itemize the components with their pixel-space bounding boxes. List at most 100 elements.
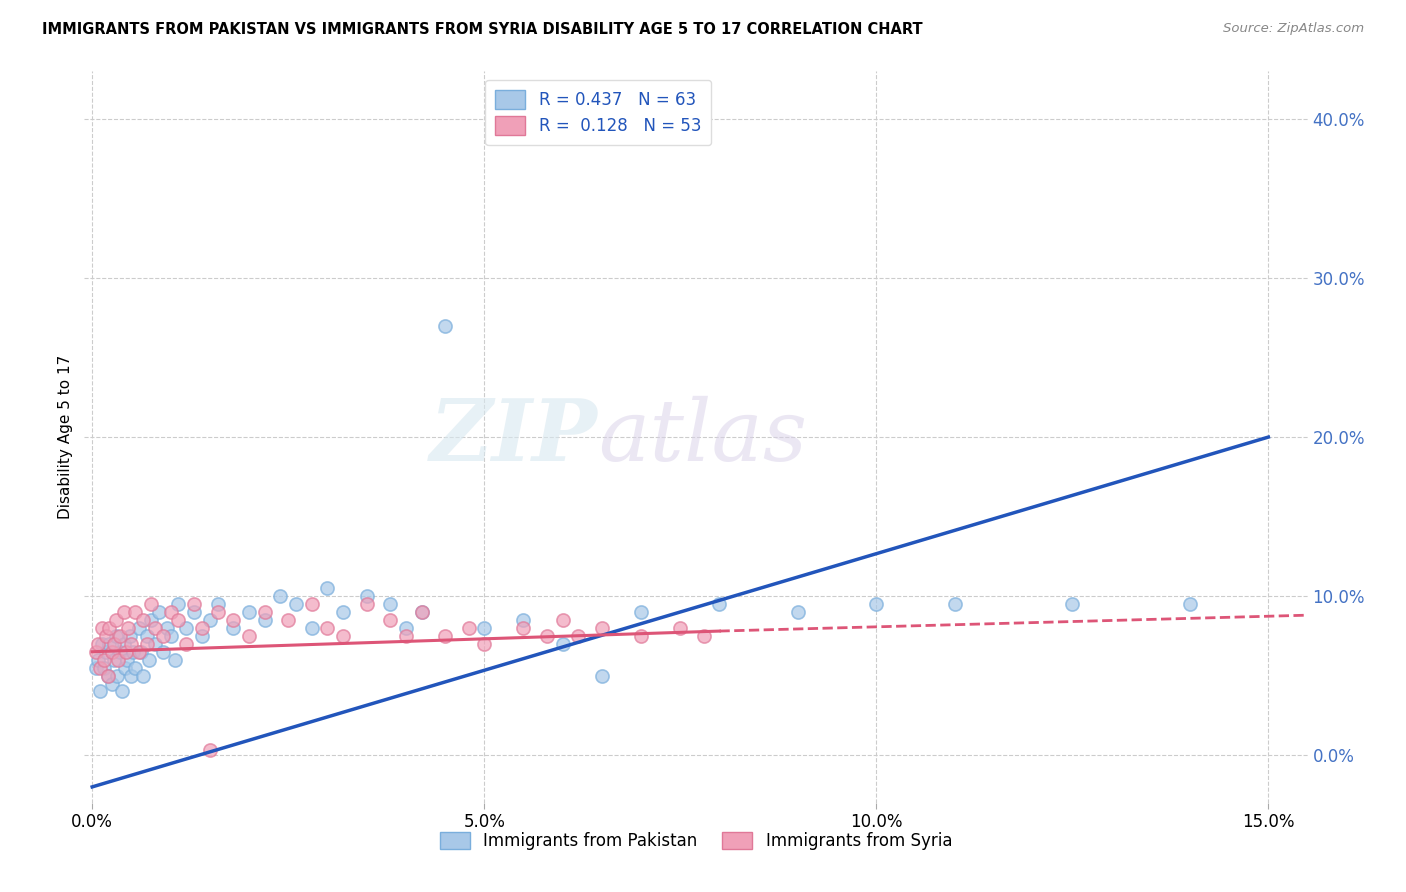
Point (97, 668, 120, 682)
Point (114, 660, 136, 674)
Point (591, 668, 613, 682)
Point (90, 637, 112, 651)
Point (118, 629, 141, 643)
Point (630, 605, 652, 619)
Point (159, 629, 181, 643)
Point (87, 653, 110, 667)
Point (90, 621, 112, 635)
Point (89, 660, 111, 674)
Point (222, 613, 245, 627)
Point (207, 597, 229, 611)
Point (222, 621, 245, 635)
Point (115, 645, 138, 659)
Point (301, 621, 323, 635)
Point (380, 613, 402, 627)
Point (434, 629, 457, 643)
Point (84, 645, 107, 659)
Point (332, 629, 354, 643)
Point (332, 605, 354, 619)
Point (159, 605, 181, 619)
Point (253, 605, 276, 619)
Point (277, 613, 299, 627)
Point (238, 605, 260, 619)
Point (136, 629, 159, 643)
Point (536, 629, 558, 643)
Point (1178, 597, 1201, 611)
Point (143, 621, 166, 635)
Point (152, 645, 174, 659)
Point (693, 629, 716, 643)
Point (472, 637, 495, 651)
Point (356, 597, 378, 611)
Text: IMMIGRANTS FROM PAKISTAN VS IMMIGRANTS FROM SYRIA DISABILITY AGE 5 TO 17 CORRELA: IMMIGRANTS FROM PAKISTAN VS IMMIGRANTS F… (42, 22, 922, 37)
Point (132, 613, 155, 627)
Point (107, 653, 129, 667)
Point (128, 645, 150, 659)
Point (124, 660, 146, 674)
Point (269, 589, 291, 603)
Point (709, 597, 731, 611)
Point (943, 597, 966, 611)
Point (120, 637, 142, 651)
Point (105, 668, 128, 682)
Point (136, 637, 159, 651)
Point (395, 621, 418, 635)
Point (98, 637, 121, 651)
Point (207, 605, 229, 619)
Point (122, 645, 145, 659)
Point (120, 668, 142, 682)
Point (148, 605, 170, 619)
Point (512, 613, 534, 627)
Point (128, 621, 150, 635)
Point (380, 597, 402, 611)
Point (411, 605, 433, 619)
Point (124, 605, 146, 619)
Point (1062, 597, 1084, 611)
Point (132, 668, 155, 682)
Point (101, 676, 124, 690)
Point (111, 684, 134, 698)
Point (457, 621, 479, 635)
Point (395, 629, 418, 643)
Point (285, 597, 308, 611)
Point (139, 613, 162, 627)
Point (143, 637, 166, 651)
Point (551, 613, 574, 627)
Point (104, 629, 127, 643)
Point (163, 653, 186, 667)
Point (567, 629, 589, 643)
Point (112, 605, 135, 619)
Point (356, 589, 378, 603)
Point (669, 621, 692, 635)
Point (174, 637, 197, 651)
Point (84, 660, 107, 674)
Point (139, 597, 162, 611)
Point (138, 653, 160, 667)
Point (183, 605, 205, 619)
Point (129, 645, 152, 659)
Point (103, 653, 125, 667)
Point (108, 645, 131, 659)
Legend: Immigrants from Pakistan, Immigrants from Syria: Immigrants from Pakistan, Immigrants fro… (433, 825, 959, 856)
Point (117, 621, 139, 635)
Point (316, 581, 339, 595)
Point (96, 629, 118, 643)
Point (411, 605, 433, 619)
Text: Source: ZipAtlas.com: Source: ZipAtlas.com (1223, 22, 1364, 36)
Point (434, 318, 457, 333)
Point (112, 637, 135, 651)
Point (152, 629, 174, 643)
Point (301, 597, 323, 611)
Point (512, 621, 534, 635)
Point (174, 621, 197, 635)
Point (787, 605, 810, 619)
Point (104, 613, 127, 627)
Point (93, 653, 115, 667)
Point (316, 621, 339, 635)
Point (472, 621, 495, 635)
Point (630, 629, 652, 643)
Point (238, 629, 260, 643)
Y-axis label: Disability Age 5 to 17: Disability Age 5 to 17 (58, 355, 73, 519)
Point (87, 637, 110, 651)
Point (591, 621, 613, 635)
